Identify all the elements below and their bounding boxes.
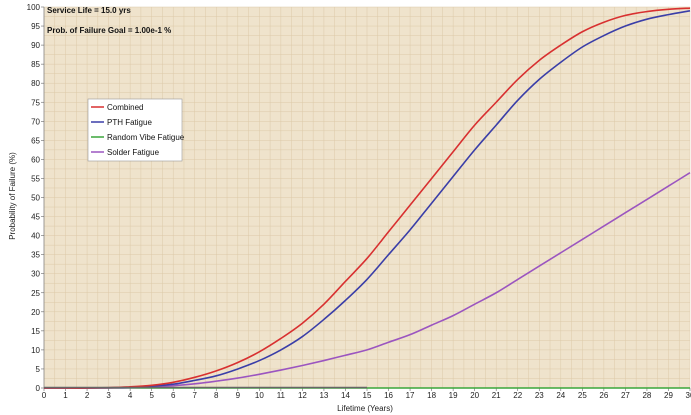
y-tick-label: 95 <box>31 22 40 31</box>
x-tick-label: 25 <box>578 391 587 400</box>
y-tick-label: 75 <box>31 98 40 107</box>
x-tick-label: 26 <box>599 391 608 400</box>
x-tick-label: 30 <box>686 391 691 400</box>
x-tick-label: 23 <box>535 391 544 400</box>
legend-item-pth-fatigue: PTH Fatigue <box>91 118 152 127</box>
y-tick-label: 40 <box>31 232 40 241</box>
y-tick-label: 85 <box>31 60 40 69</box>
y-tick-label: 35 <box>31 251 40 260</box>
y-axis-title: Probability of Failure (%) <box>8 152 17 240</box>
y-tick-label: 90 <box>31 41 40 50</box>
x-tick-label: 22 <box>513 391 522 400</box>
x-tick-label: 14 <box>341 391 350 400</box>
y-tick-label: 80 <box>31 79 40 88</box>
x-tick-label: 17 <box>406 391 415 400</box>
y-tick-label: 50 <box>31 194 40 203</box>
y-tick-label: 15 <box>31 327 40 336</box>
y-tick-label: 5 <box>36 365 41 374</box>
x-tick-label: 7 <box>193 391 198 400</box>
x-tick-label: 28 <box>642 391 651 400</box>
legend-label-pth-fatigue: PTH Fatigue <box>107 118 152 127</box>
x-tick-label: 20 <box>470 391 479 400</box>
y-tick-label: 45 <box>31 213 40 222</box>
annotation-service-life: Service Life = 15.0 yrs <box>47 6 131 15</box>
y-tick-label: 25 <box>31 289 40 298</box>
legend-label-combined: Combined <box>107 103 143 112</box>
legend-item-solder-fatigue: Solder Fatigue <box>91 148 160 157</box>
x-tick-label: 13 <box>319 391 328 400</box>
legend: Combined PTH Fatigue Random Vibe Fatigue… <box>87 98 185 162</box>
legend-label-solder-fatigue: Solder Fatigue <box>107 148 160 157</box>
x-tick-label: 4 <box>128 391 133 400</box>
legend-box <box>87 98 183 162</box>
x-tick-label: 27 <box>621 391 630 400</box>
x-tick-label: 11 <box>277 391 286 400</box>
y-tick-label: 0 <box>36 384 41 393</box>
x-tick-label: 3 <box>106 391 111 400</box>
y-tick-label: 55 <box>31 174 40 183</box>
y-tick-label: 30 <box>31 270 40 279</box>
x-tick-label: 29 <box>664 391 673 400</box>
y-tick-label: 20 <box>31 308 40 317</box>
legend-item-combined: Combined <box>91 103 143 112</box>
x-tick-label: 15 <box>363 391 372 400</box>
legend-label-random-vibe-fatigue: Random Vibe Fatigue <box>107 133 185 142</box>
y-tick-label: 70 <box>31 117 40 126</box>
y-tick-label: 65 <box>31 136 40 145</box>
y-tick-label: 100 <box>27 3 41 12</box>
x-tick-label: 19 <box>449 391 458 400</box>
x-tick-label: 1 <box>63 391 68 400</box>
series <box>43 7 691 389</box>
x-tick-label: 8 <box>214 391 219 400</box>
x-tick-label: 5 <box>149 391 154 400</box>
x-tick-label: 10 <box>255 391 264 400</box>
series-line-combined <box>43 7 691 389</box>
x-tick-label: 6 <box>171 391 176 400</box>
annotation-failure-goal: Prob. of Failure Goal = 1.00e-1 % <box>47 26 171 35</box>
x-axis-title: Lifetime (Years) <box>337 404 393 413</box>
annotations: Service Life = 15.0 yrs Prob. of Failure… <box>47 6 171 35</box>
x-tick-label: 24 <box>556 391 565 400</box>
y-tick-label: 60 <box>31 155 40 164</box>
grid <box>43 6 691 389</box>
x-tick-label: 12 <box>298 391 307 400</box>
x-tick-label: 0 <box>42 391 47 400</box>
x-tick-label: 2 <box>85 391 90 400</box>
x-tick-label: 9 <box>236 391 241 400</box>
x-tick-label: 21 <box>492 391 501 400</box>
x-tick-label: 16 <box>384 391 393 400</box>
x-tick-label: 18 <box>427 391 436 400</box>
legend-item-random-vibe-fatigue: Random Vibe Fatigue <box>91 133 185 142</box>
y-tick-label: 10 <box>31 346 40 355</box>
